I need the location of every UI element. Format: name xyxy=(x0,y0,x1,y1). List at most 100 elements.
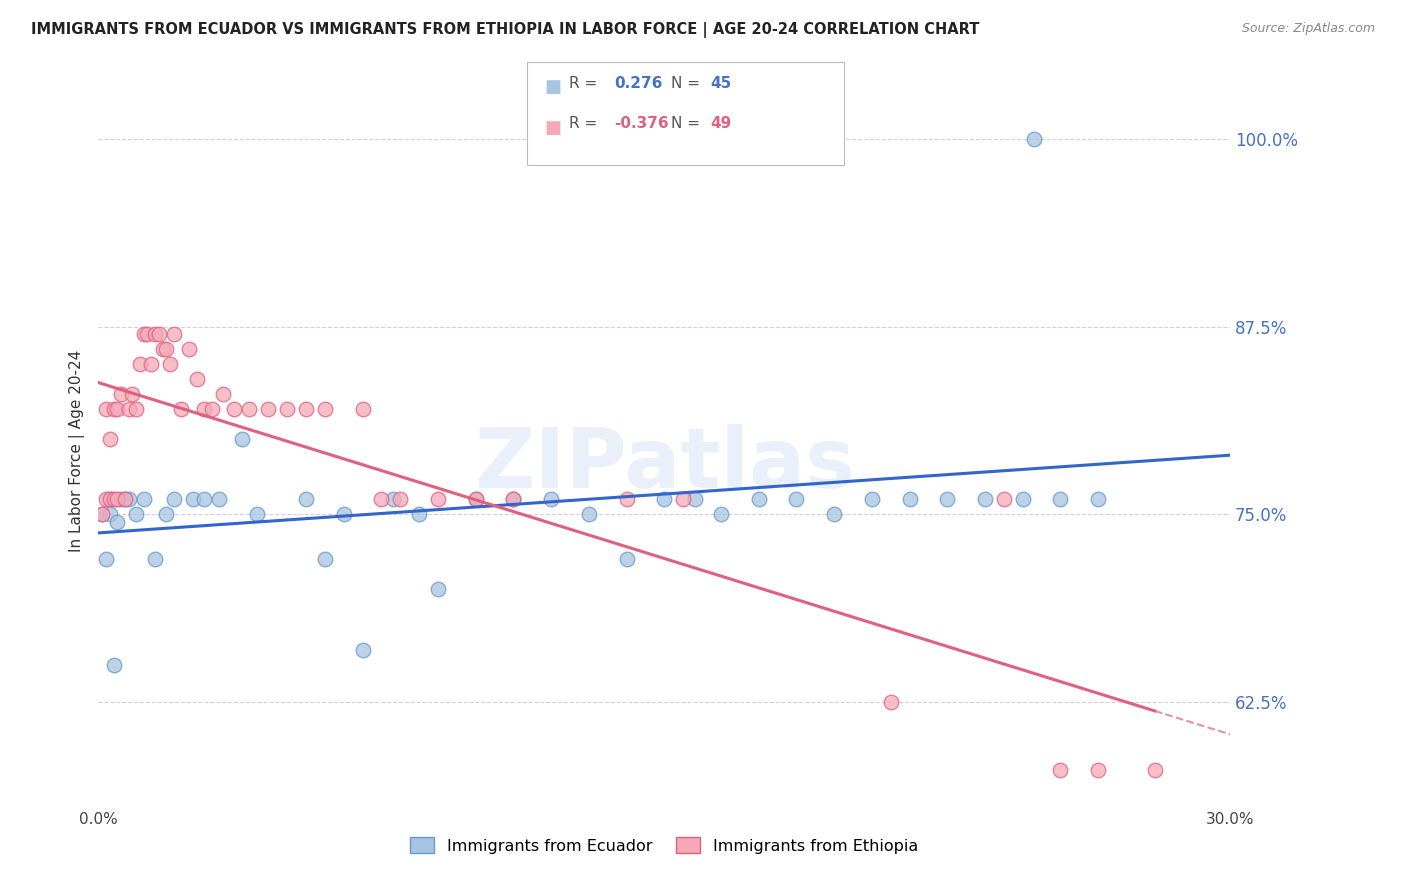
Point xyxy=(155,508,177,522)
Point xyxy=(170,402,193,417)
Point xyxy=(408,508,430,522)
Point xyxy=(860,492,883,507)
Point xyxy=(427,582,450,597)
Point xyxy=(136,326,159,341)
Point xyxy=(181,492,204,507)
Point xyxy=(155,342,177,356)
Point xyxy=(936,492,959,507)
Point xyxy=(98,432,121,446)
Text: 45: 45 xyxy=(710,76,731,91)
Point xyxy=(710,508,733,522)
Text: ■: ■ xyxy=(544,119,561,136)
Point xyxy=(94,492,117,507)
Point xyxy=(332,508,354,522)
Text: N =: N = xyxy=(671,116,704,131)
Point xyxy=(103,657,125,672)
Point xyxy=(114,492,136,507)
Point xyxy=(208,492,231,507)
Text: ZIPatlas: ZIPatlas xyxy=(474,425,855,505)
Point xyxy=(117,492,139,507)
Point xyxy=(129,357,152,371)
Point xyxy=(785,492,807,507)
Point xyxy=(1049,763,1071,777)
Text: ■: ■ xyxy=(544,78,561,96)
Point xyxy=(1049,492,1071,507)
Point xyxy=(616,552,638,566)
Point xyxy=(464,492,486,507)
Point xyxy=(143,326,166,341)
Text: 49: 49 xyxy=(710,116,731,131)
Point xyxy=(163,326,186,341)
Text: -0.376: -0.376 xyxy=(614,116,669,131)
Point xyxy=(993,492,1015,507)
Point xyxy=(295,402,318,417)
Text: N =: N = xyxy=(671,76,704,91)
Point xyxy=(114,492,136,507)
Point xyxy=(125,508,148,522)
Point xyxy=(381,492,404,507)
Point xyxy=(652,492,676,507)
Point xyxy=(193,492,215,507)
Point xyxy=(314,552,336,566)
Point xyxy=(257,402,280,417)
Text: R =: R = xyxy=(569,76,603,91)
Point xyxy=(880,695,903,709)
Legend: Immigrants from Ecuador, Immigrants from Ethiopia: Immigrants from Ecuador, Immigrants from… xyxy=(404,830,925,860)
Point xyxy=(117,402,139,417)
Point xyxy=(352,642,374,657)
Point xyxy=(898,492,921,507)
Point xyxy=(105,492,128,507)
Point xyxy=(105,515,128,529)
Point xyxy=(212,387,235,401)
Point xyxy=(177,342,200,356)
Text: Source: ZipAtlas.com: Source: ZipAtlas.com xyxy=(1241,22,1375,36)
Point xyxy=(823,508,845,522)
Point xyxy=(427,492,450,507)
Point xyxy=(1011,492,1033,507)
Point xyxy=(683,492,706,507)
Point xyxy=(502,492,524,507)
Point xyxy=(578,508,600,522)
Point xyxy=(201,402,224,417)
Point xyxy=(464,492,486,507)
Point xyxy=(295,492,318,507)
Point xyxy=(163,492,186,507)
Text: R =: R = xyxy=(569,116,603,131)
Text: IMMIGRANTS FROM ECUADOR VS IMMIGRANTS FROM ETHIOPIA IN LABOR FORCE | AGE 20-24 C: IMMIGRANTS FROM ECUADOR VS IMMIGRANTS FR… xyxy=(31,22,980,38)
Point xyxy=(103,492,125,507)
Point xyxy=(105,402,128,417)
Point xyxy=(352,402,374,417)
Point xyxy=(193,402,215,417)
Point xyxy=(103,402,125,417)
Point xyxy=(1087,492,1109,507)
Point xyxy=(148,326,170,341)
Point xyxy=(1143,763,1166,777)
Point xyxy=(94,552,117,566)
Point xyxy=(276,402,298,417)
Point xyxy=(1087,763,1109,777)
Point xyxy=(314,402,336,417)
Point xyxy=(370,492,392,507)
Point xyxy=(1022,132,1045,146)
Point xyxy=(748,492,770,507)
Point xyxy=(110,492,132,507)
Point xyxy=(132,492,155,507)
Point xyxy=(152,342,174,356)
Point xyxy=(121,387,143,401)
Point xyxy=(186,372,208,386)
Text: 0.276: 0.276 xyxy=(614,76,662,91)
Point xyxy=(98,508,121,522)
Point xyxy=(540,492,562,507)
Point xyxy=(616,492,638,507)
Point xyxy=(238,402,260,417)
Point xyxy=(143,552,166,566)
Point xyxy=(502,492,524,507)
Point xyxy=(246,508,269,522)
Point xyxy=(98,492,121,507)
Point xyxy=(94,402,117,417)
Point xyxy=(974,492,997,507)
Point xyxy=(141,357,163,371)
Point xyxy=(672,492,695,507)
Point xyxy=(231,432,253,446)
Y-axis label: In Labor Force | Age 20-24: In Labor Force | Age 20-24 xyxy=(69,350,84,551)
